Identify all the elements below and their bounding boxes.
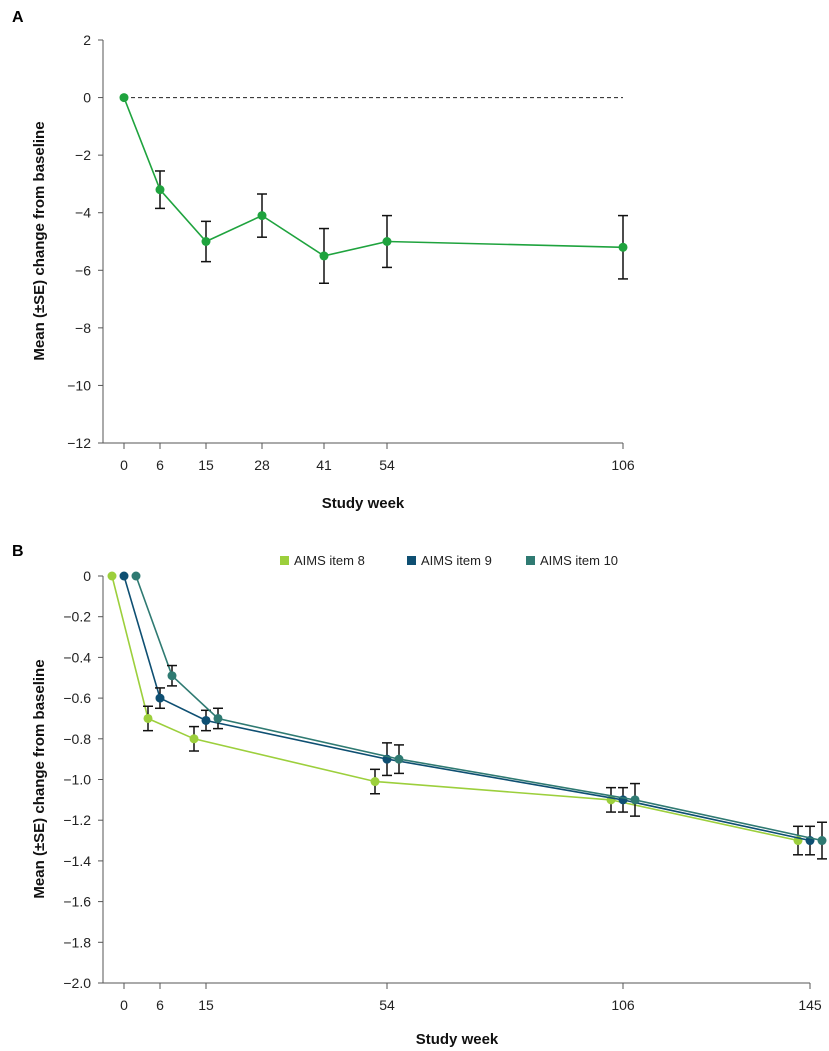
series-line-1	[111, 575, 799, 842]
y-tick-label: −0.2	[63, 609, 91, 625]
data-point	[131, 571, 141, 581]
y-tick-label: −0.8	[63, 731, 91, 747]
x-tick-label: 15	[198, 997, 214, 1013]
x-tick-label: 0	[120, 997, 128, 1013]
y-tick-label: 0	[83, 90, 91, 106]
x-tick-label: 28	[254, 457, 270, 473]
series-line-2	[123, 575, 811, 842]
y-tick-label: −12	[67, 435, 91, 451]
data-point	[630, 795, 640, 805]
y-tick-label: −1.0	[63, 772, 91, 788]
data-point	[189, 734, 199, 744]
x-tick-label: 54	[379, 457, 395, 473]
legend-swatch-2	[407, 556, 416, 565]
data-point	[213, 713, 223, 723]
legend-label-3: AIMS item 10	[540, 553, 618, 568]
data-point	[155, 185, 165, 195]
y-axis-title: Mean (±SE) change from baseline	[31, 121, 48, 360]
series-line-1	[123, 97, 624, 257]
x-tick-label: 106	[611, 997, 635, 1013]
y-tick-label: 0	[83, 568, 91, 584]
y-tick-label: −2	[75, 147, 91, 163]
y-tick-label: −8	[75, 320, 91, 336]
y-tick-label: 2	[83, 32, 91, 48]
y-tick-label: −2.0	[63, 975, 91, 991]
series-line-3	[135, 575, 823, 842]
x-axis-title: Study week	[416, 1031, 499, 1048]
x-tick-label: 6	[156, 457, 164, 473]
data-point	[201, 237, 211, 246]
data-point	[319, 251, 329, 261]
data-point	[143, 713, 153, 723]
legend-label-1: AIMS item 8	[294, 553, 365, 568]
y-tick-label: −1.4	[63, 853, 91, 869]
y-axis-title: Mean (±SE) change from baseline	[31, 659, 48, 898]
data-point	[382, 237, 392, 246]
data-point	[257, 211, 267, 221]
data-point	[201, 715, 211, 725]
y-tick-label: −6	[75, 262, 91, 278]
data-point	[394, 754, 404, 764]
data-point	[618, 242, 628, 252]
data-point	[119, 571, 129, 581]
x-tick-label: 6	[156, 997, 164, 1013]
y-tick-label: −4	[75, 205, 91, 221]
x-tick-label: 106	[611, 457, 635, 473]
y-tick-label: −10	[67, 377, 91, 393]
x-tick-label: 41	[316, 457, 332, 473]
data-point	[119, 93, 129, 103]
y-tick-label: −0.6	[63, 690, 91, 706]
y-tick-label: −1.6	[63, 894, 91, 910]
legend-swatch-1	[280, 556, 289, 565]
x-tick-label: 145	[798, 997, 822, 1013]
legend-label-2: AIMS item 9	[421, 553, 492, 568]
data-point	[167, 671, 177, 681]
x-tick-label: 0	[120, 457, 128, 473]
y-tick-label: −1.8	[63, 934, 91, 950]
x-tick-label: 15	[198, 457, 214, 473]
data-point	[817, 836, 827, 846]
x-axis-title: Study week	[322, 495, 405, 512]
panel-label: A	[12, 9, 24, 26]
data-point	[155, 693, 165, 703]
legend-swatch-3	[526, 556, 535, 565]
data-point	[107, 571, 117, 581]
panel-label: B	[12, 543, 24, 560]
data-point	[370, 777, 380, 787]
y-tick-label: −0.4	[63, 649, 91, 665]
y-tick-label: −1.2	[63, 812, 91, 828]
x-tick-label: 54	[379, 997, 395, 1013]
